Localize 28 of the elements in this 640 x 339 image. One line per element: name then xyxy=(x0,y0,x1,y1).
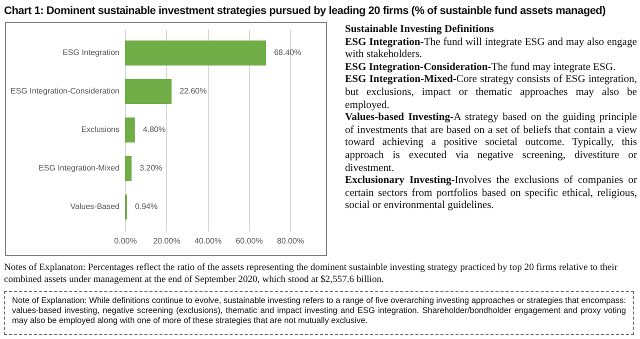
y-tick-label: ESG Integration-Consideration xyxy=(10,86,120,96)
dashed-frame: Note of Explanation: While definitions continue to evolve, sustainable investing refers to a range of five overarching investing approaches or strategies that encompass: values-based investing, negative screening (exclusions), thematic and impact investing and ESG integration. Shareholder/bondholder engagement and proxy voting may also be employed along with one of more of these strategies that are not mutually exclusive. xyxy=(4,291,634,335)
x-tick-label: 80.00% xyxy=(276,236,304,246)
chart-title: Chart 1: Dominent sustainable investment strategies pursued by leading 20 firms (% of sustainble fund assets managed) xyxy=(4,5,606,17)
bar xyxy=(125,79,172,104)
text: Values-based Investing-A strategy based on the guiding principle of investments that are based on a set of beliefs that contain a view toward achieving a positive societal outcome. Typically, this approach is executed via negative screening, divestiture or divestment. xyxy=(345,112,638,176)
bar xyxy=(125,40,266,66)
text: Exclusionary Investing-Involves the exclusions of companies or certain sectors from portfolios based on specific ethical, religious, social or environmental guidelines. xyxy=(345,175,637,213)
data-label: 22.60% xyxy=(180,86,207,96)
text: ESG Integration-The fund will integrate ESG and may also engage with stakeholders. xyxy=(345,36,637,62)
x-tick-label: 0.00% xyxy=(114,236,137,246)
bar xyxy=(125,117,135,143)
data-label: 4.80% xyxy=(142,125,166,134)
y-tick-label: ESG Integration-Mixed xyxy=(38,163,120,172)
text: Sustainable Investing Definitions xyxy=(345,24,494,35)
x-tick-label: 20.00% xyxy=(153,236,180,246)
y-tick-label: Exclusions xyxy=(81,125,120,134)
x-tick-label: 40.00% xyxy=(194,236,222,246)
y-tick-label: Values-Based xyxy=(70,202,120,211)
text: ESG Integration-Consideration-The fund may integrate ESG. xyxy=(345,62,617,74)
bar xyxy=(125,156,132,181)
data-label: 0.94% xyxy=(134,202,158,211)
text: ESG Integration-Mixed-Core strategy consists of ESG integration, but exclusions, impact or thematic approaches may also be employed. xyxy=(345,74,637,112)
x-tick-label: 60.00% xyxy=(236,236,263,246)
y-tick-label: ESG Integration xyxy=(62,48,120,58)
text: Notes of Explanaton: Percentages reflect the ratio of the assets representing the dominent sustainble investing strategy practiced by top 20 firms relative to their combined assets under management at the end of September 2020, which stood at $2,557.6 billion. xyxy=(4,262,619,285)
data-label: 68.40% xyxy=(274,48,302,58)
data-label: 3.20% xyxy=(140,163,162,172)
